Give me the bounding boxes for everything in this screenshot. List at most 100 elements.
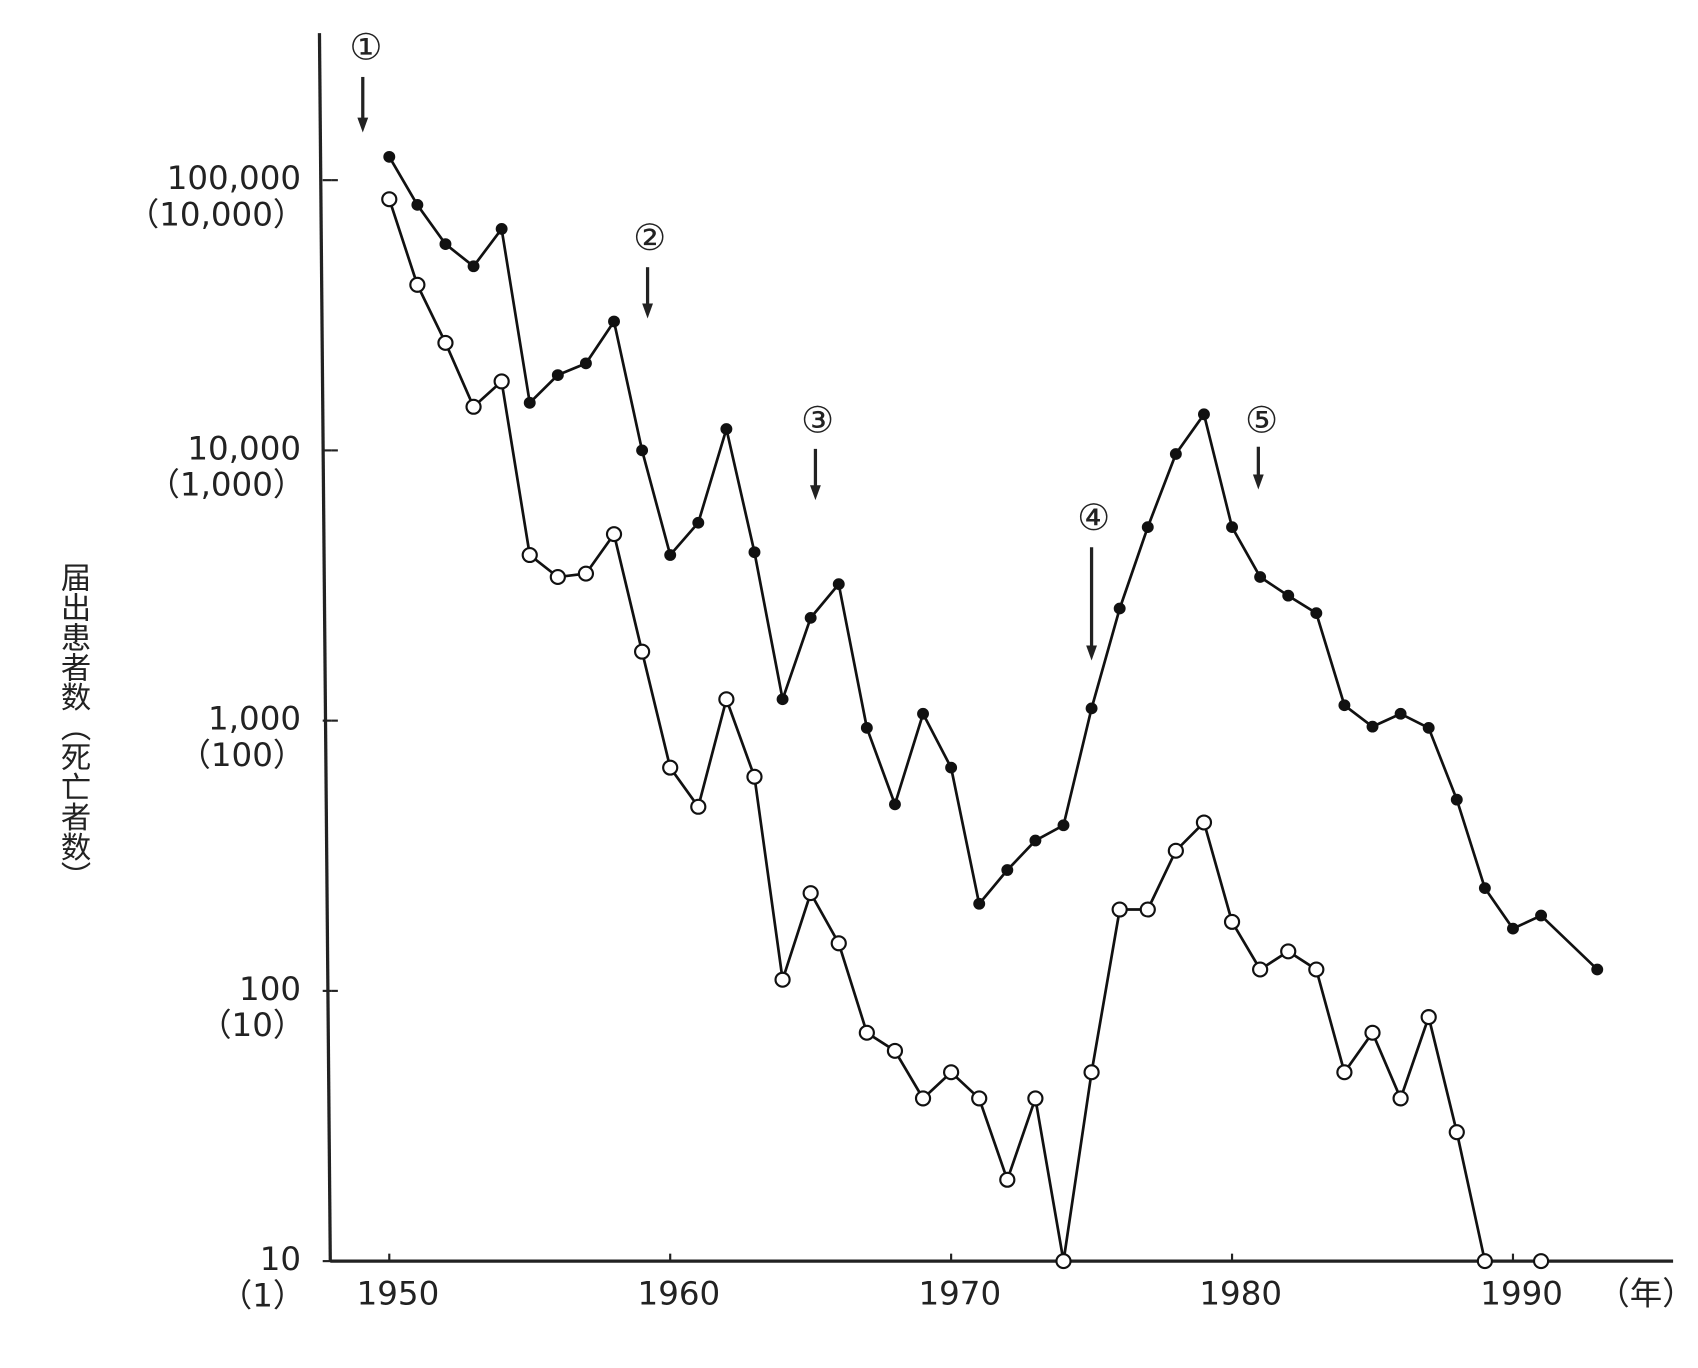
data-point: [662, 759, 679, 776]
data-point: [551, 369, 564, 381]
data-point: [830, 935, 847, 952]
data-point: [383, 150, 396, 163]
data-point: [467, 260, 480, 273]
data-point: [888, 798, 901, 811]
y-axis-label: 届出患者数（死亡者数）: [55, 562, 91, 891]
data-point: [465, 398, 482, 415]
annotation: ②: [633, 216, 666, 259]
data-point: [1029, 834, 1042, 847]
x-axis-label: （年）: [1597, 1274, 1694, 1312]
y2-tick-label: （1）: [220, 1277, 306, 1315]
data-point: [633, 643, 651, 660]
data-point: [1507, 922, 1519, 935]
annotation: ⑤: [1245, 399, 1278, 442]
data-point: [579, 357, 592, 370]
data-point: [1195, 814, 1213, 831]
data-point: [748, 546, 761, 559]
x-tick-label: 1970: [918, 1274, 1001, 1312]
data-point: [1392, 1090, 1409, 1107]
data-point: [999, 1171, 1016, 1188]
data-point: [437, 334, 454, 351]
data-point: [664, 549, 677, 561]
data-point: [1226, 521, 1239, 534]
annotation: ④: [1077, 496, 1110, 539]
y2-tick-label: （10,000）: [127, 196, 306, 234]
data-point: [493, 373, 510, 390]
y2-tick-label: （100）: [178, 736, 305, 774]
annotation-arrowhead: [357, 117, 369, 133]
data-point: [523, 396, 536, 409]
data-point: [1422, 722, 1435, 734]
annotation-arrowhead: [1252, 474, 1264, 490]
data-point: [1535, 909, 1548, 922]
data-point: [1450, 793, 1463, 806]
series-line: [388, 156, 1599, 971]
x-tick-label: 1960: [638, 1274, 721, 1312]
data-point: [1308, 961, 1325, 978]
data-point: [636, 444, 649, 457]
x-tick-label: 1990: [1480, 1274, 1563, 1312]
data-point: [1532, 1253, 1550, 1270]
data-point: [1280, 943, 1297, 960]
data-point: [860, 722, 873, 734]
data-point: [1336, 1064, 1353, 1081]
data-point: [605, 526, 623, 543]
annotation: ③: [801, 399, 834, 442]
y-tick-label: 100: [239, 970, 301, 1008]
data-point: [1113, 602, 1126, 615]
data-point: [886, 1042, 904, 1059]
data-point: [802, 885, 819, 902]
data-point: [1139, 901, 1156, 918]
data-point: [1169, 448, 1182, 460]
y-tick-label: 10: [260, 1240, 301, 1278]
data-point: [1055, 1253, 1072, 1270]
y-tick-label: 100,000: [167, 159, 301, 197]
data-point: [945, 761, 958, 774]
data-point: [521, 547, 538, 564]
data-point: [1366, 720, 1379, 733]
data-point: [1476, 1253, 1493, 1270]
annotation: ①: [350, 26, 383, 69]
data-point: [804, 612, 817, 624]
data-point: [1254, 571, 1267, 583]
data-point: [914, 1090, 932, 1107]
data-point: [1394, 707, 1407, 720]
x-tick-label: 1950: [357, 1274, 440, 1312]
data-point: [690, 798, 707, 815]
data-point: [971, 1090, 988, 1107]
data-point: [381, 191, 398, 208]
data-point: [1223, 913, 1241, 930]
x-tick-label: 1980: [1199, 1274, 1282, 1312]
data-point: [409, 276, 426, 293]
data-point: [439, 238, 452, 250]
data-point: [1083, 1064, 1100, 1081]
y-tick-label: 10,000: [187, 430, 301, 468]
data-point: [411, 199, 424, 211]
data-point: [776, 693, 789, 706]
annotation-arrowhead: [642, 303, 653, 319]
data-point: [608, 315, 620, 328]
data-point: [1420, 1009, 1437, 1026]
data-point: [1111, 901, 1128, 918]
data-point: [1310, 607, 1323, 619]
data-point: [1282, 589, 1295, 602]
data-point: [1478, 882, 1491, 895]
data-point: [1001, 864, 1014, 876]
data-point: [832, 578, 845, 591]
data-point: [577, 565, 595, 582]
y2-tick-label: （10）: [199, 1006, 305, 1044]
data-point: [774, 971, 791, 988]
data-point: [973, 897, 986, 910]
data-point: [1448, 1124, 1465, 1141]
data-point: [1057, 819, 1070, 832]
data-point: [943, 1064, 960, 1081]
data-point: [1027, 1090, 1044, 1107]
annotation-arrowhead: [810, 485, 821, 501]
data-point: [858, 1024, 875, 1041]
data-point: [1197, 408, 1210, 421]
data-point: [720, 423, 733, 435]
data-point: [1085, 702, 1098, 715]
data-point: [746, 768, 763, 785]
